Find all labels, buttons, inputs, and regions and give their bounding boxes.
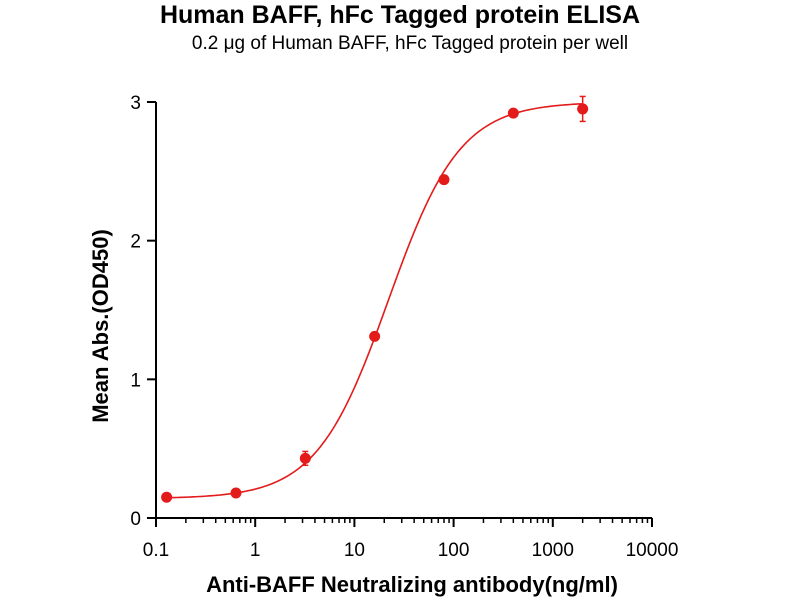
chart-title: Human BAFF, hFc Tagged protein ELISA [159, 1, 641, 29]
data-point [507, 107, 519, 119]
chart-subtitle: 0.2 μg of Human BAFF, hFc Tagged protein… [191, 33, 629, 54]
x-tick-label: 0.1 [143, 540, 169, 561]
y-axis-title: Mean Abs.(OD450) [88, 229, 113, 423]
data-point [230, 487, 242, 499]
y-tick-label: 2 [130, 232, 141, 253]
x-tick-label: 10 [344, 540, 365, 561]
data-point [299, 452, 311, 464]
x-tick-label: 100 [438, 540, 470, 561]
data-point [438, 174, 450, 186]
fit-curve-layer [166, 102, 583, 499]
data-point [369, 330, 381, 342]
x-tick-label: 1 [250, 540, 261, 561]
x-tick-label: 1000 [532, 540, 574, 561]
data-points-layer [161, 95, 589, 503]
x-axis-title: Anti-BAFF Neutralizing antibody(ng/ml) [206, 572, 618, 597]
x-tick-label: 10000 [626, 540, 679, 561]
y-tick-label: 3 [130, 93, 141, 114]
fit-curve [166, 102, 583, 499]
axes: 0 1 2 3 0.1 1 10 100 1000 10000 [130, 93, 678, 561]
y-tick-label: 1 [130, 370, 141, 391]
data-point [577, 103, 589, 115]
y-tick-label: 0 [130, 509, 141, 530]
data-point [161, 491, 173, 503]
